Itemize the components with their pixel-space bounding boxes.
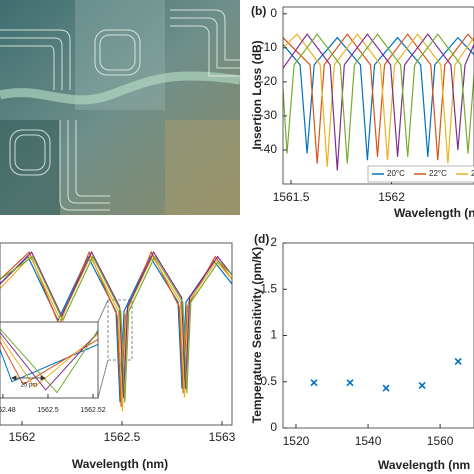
- panel-label: (b): [251, 4, 266, 18]
- spectrum-line: [283, 33, 474, 168]
- y-axis-label: Temperature Sensitivity (pm/K): [250, 247, 264, 423]
- x-tick-label: 1562.52: [80, 407, 105, 414]
- x-tick-label: 1520: [283, 434, 310, 448]
- y-tick-label: -10: [260, 40, 278, 54]
- spectrum-line: [283, 36, 474, 161]
- plot-frame: [282, 6, 474, 185]
- panel: 1561.5 1562 0 -10 -20 -30 -40 (b) Insertion Loss…: [250, 4, 474, 220]
- point: [382, 384, 390, 392]
- point: [418, 381, 426, 390]
- y-tick-label: -20: [260, 74, 278, 88]
- spectrum-line: [0, 255, 232, 412]
- device-photo: [0, 0, 241, 215]
- x-tick-label: 1563: [209, 430, 236, 444]
- point: [454, 357, 462, 365]
- y-tick-label: -40: [260, 142, 278, 156]
- panel-label: (d): [254, 232, 269, 246]
- spectrum-line: [0, 255, 232, 403]
- x-tick-label: 1562.5: [104, 430, 141, 444]
- y-tick-label: 2: [270, 235, 277, 249]
- point: [310, 379, 318, 387]
- point: [346, 379, 354, 387]
- y-tick-label: 0.5: [260, 374, 277, 388]
- x-axis-label: Wavelength (n: [394, 206, 474, 220]
- marks: [0, 328, 98, 394]
- marks: [283, 33, 474, 171]
- y-tick-label: 1: [270, 328, 277, 342]
- legend-label: 20°C: [387, 169, 405, 178]
- spectrum-line: [0, 328, 98, 394]
- spectrum-line: [0, 331, 98, 391]
- panel: 1520 1540 1560 0 0.5 1 1.5 2(d)Temperature Sens…: [250, 232, 474, 472]
- x-tick-label: 1561.5: [273, 190, 310, 204]
- y-tick-label: -30: [260, 108, 278, 122]
- y-tick-label: 1.5: [260, 281, 277, 295]
- x-tick-label: 1562.5: [37, 407, 59, 414]
- spectrum-line: [283, 33, 474, 171]
- x-tick-label: 1562.48: [0, 407, 16, 414]
- plot-frame: [282, 242, 474, 429]
- y-tick-label: 0: [270, 6, 277, 20]
- y-axis-label: Insertion Loss (dB): [250, 40, 264, 149]
- y-tick-label: 0: [270, 420, 277, 434]
- marks: [310, 357, 462, 392]
- plot-frame: [0, 242, 233, 426]
- x-tick-label: 1562: [378, 190, 405, 204]
- plot-frame: [0, 321, 99, 399]
- x-axis-label: Wavelength (nm): [72, 457, 168, 471]
- annotation-arrow: [11, 375, 46, 381]
- spectrum-line: [0, 250, 232, 398]
- x-tick-label: 1562: [9, 430, 36, 444]
- spectrum-line: [0, 333, 98, 388]
- x-tick-label: 1540: [355, 434, 382, 448]
- spectrum-line: [283, 33, 474, 164]
- annotation: 25 pm: [21, 383, 38, 389]
- x-axis-label: Wavelength (nm: [378, 458, 470, 472]
- panel: 1562.48 1562.5 1562.52 25 pm: [0, 321, 106, 414]
- legend-label: 22°C: [429, 169, 447, 178]
- spectrum-line: [283, 33, 474, 164]
- x-tick-label: 1560: [427, 434, 454, 448]
- legend-label: 2: [471, 169, 474, 178]
- spectrum-line: [0, 255, 232, 403]
